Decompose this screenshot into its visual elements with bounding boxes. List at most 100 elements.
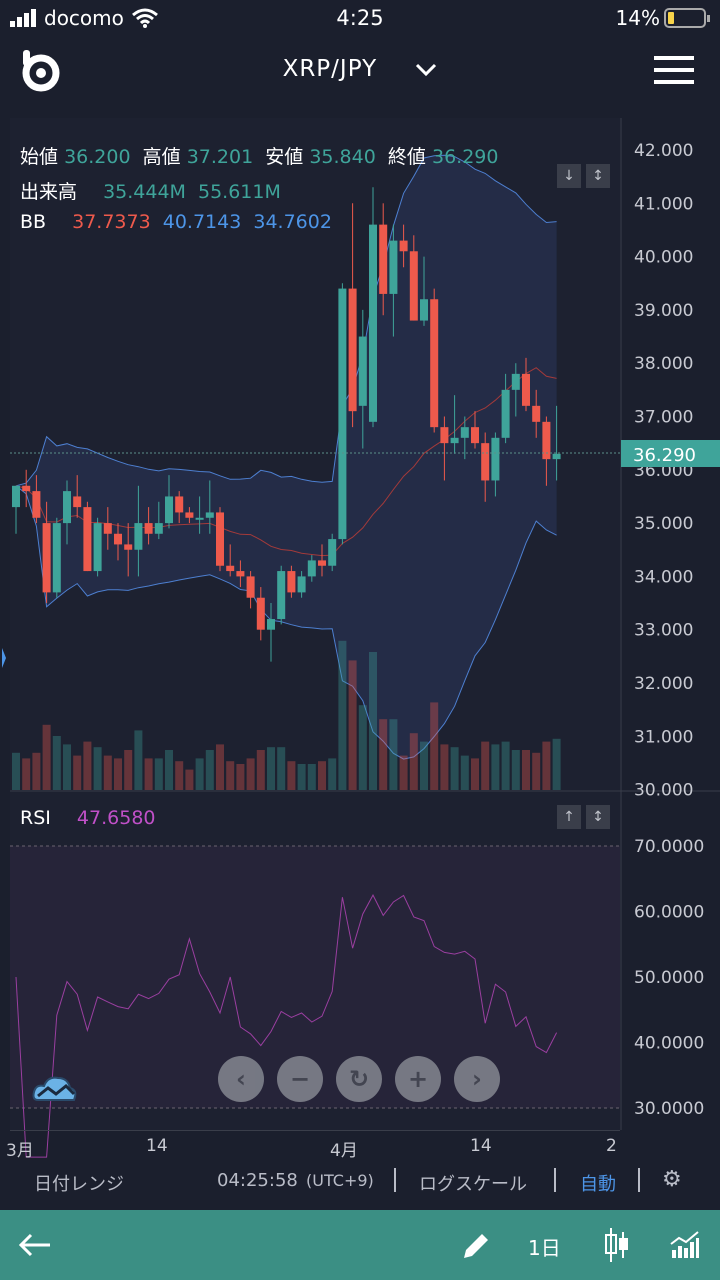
candle-body	[318, 560, 326, 566]
move-up-icon[interactable]: ↑	[557, 805, 581, 829]
candle-body	[205, 512, 214, 518]
candle-body	[450, 437, 459, 444]
reset-button[interactable]: ↻	[336, 1056, 382, 1102]
rsi-tick: 50.0000	[634, 968, 704, 988]
scroll-handle[interactable]	[2, 648, 6, 668]
carrier-name: docomo	[44, 6, 124, 30]
resize-icon-rsi[interactable]: ↕	[586, 805, 610, 829]
price-tick: 41.000	[634, 194, 693, 214]
zoom-out-button[interactable]: −	[277, 1056, 323, 1102]
candle-body	[134, 523, 143, 550]
volume-bar	[522, 750, 530, 790]
menu-icon[interactable]	[654, 56, 694, 86]
pair-selector[interactable]: XRP/JPY	[0, 56, 720, 82]
battery-icon	[664, 8, 710, 28]
price-tick: 34.000	[634, 567, 693, 587]
low-value: 35.840	[309, 146, 376, 168]
rsi-line	[15, 894, 558, 1158]
volume-bar	[501, 741, 510, 790]
price-tick: 40.000	[634, 248, 693, 268]
time-axis: 3月 14 4月 14 2	[0, 1130, 620, 1161]
volume-bar	[277, 747, 286, 790]
move-down-icon[interactable]: ↓	[557, 164, 581, 188]
volume-bar	[12, 752, 20, 790]
candle-body	[379, 224, 388, 294]
candle-body	[552, 453, 561, 460]
candle-body	[195, 517, 204, 520]
candle-body	[32, 491, 41, 518]
settings-gear-icon[interactable]: ⚙	[662, 1167, 682, 1192]
price-tick: 37.000	[634, 408, 693, 428]
volume-label: 出来高	[20, 181, 78, 203]
volume-bar	[73, 755, 82, 790]
candle-body	[440, 427, 449, 444]
volume-bar	[165, 750, 173, 790]
candle-body	[216, 512, 224, 566]
time-tick: 2	[606, 1136, 617, 1156]
volume-value-1: 35.444M	[103, 181, 186, 203]
volume-bar	[328, 758, 337, 790]
volume-bar	[532, 752, 541, 790]
candle-body	[328, 539, 337, 566]
candle-body	[430, 299, 439, 428]
volume-bar	[460, 755, 469, 790]
volume-bar	[216, 744, 224, 790]
candle-body	[144, 523, 153, 534]
clock-display: 04:25:58	[217, 1170, 298, 1191]
log-scale-button[interactable]: ログスケール	[419, 1174, 527, 1195]
candle-body	[369, 224, 377, 422]
volume-bar	[389, 719, 398, 790]
current-price-tag	[621, 440, 720, 467]
volume-bar	[256, 750, 265, 790]
volume-bar	[154, 758, 163, 790]
indicator-chart-icon[interactable]	[670, 1230, 700, 1260]
divider	[394, 1168, 396, 1192]
timezone-label[interactable]: (UTC+9)	[306, 1171, 374, 1190]
candle-body	[267, 619, 275, 630]
volume-bar	[22, 758, 31, 790]
rsi-label: RSI	[20, 807, 51, 829]
divider	[638, 1168, 640, 1192]
bb-mid-value: 37.7373	[72, 211, 151, 233]
candle-body	[93, 523, 102, 572]
resize-icon[interactable]: ↕	[586, 164, 610, 188]
date-range-button[interactable]: 日付レンジ	[34, 1174, 124, 1195]
volume-bar	[93, 747, 102, 790]
cloud-icon[interactable]	[32, 1072, 78, 1104]
signal-icon	[10, 9, 36, 27]
volume-bar	[226, 761, 235, 790]
volume-bar	[134, 730, 143, 790]
volume-bar	[358, 705, 367, 790]
bollinger-upper-line	[15, 154, 557, 487]
candle-body	[481, 443, 490, 481]
volume-bar	[52, 736, 61, 790]
candle-body	[246, 576, 255, 598]
auto-scale-button[interactable]: 自動	[580, 1174, 616, 1195]
pencil-icon[interactable]	[460, 1230, 492, 1262]
price-tick: 42.000	[634, 141, 693, 161]
candle-body	[22, 485, 31, 492]
volume-bar	[307, 764, 316, 790]
low-label: 安値	[265, 146, 304, 168]
scroll-left-button[interactable]: ‹	[218, 1056, 264, 1102]
candle-body	[42, 523, 51, 593]
back-arrow-icon[interactable]	[18, 1232, 52, 1258]
candle-body	[12, 485, 20, 508]
scroll-right-button[interactable]: ›	[454, 1056, 500, 1102]
time-tick: 14	[146, 1136, 168, 1156]
volume-bar	[114, 758, 122, 790]
candle-body	[175, 496, 184, 513]
chart-toolbar: 日付レンジ 04:25:58 (UTC+9) ログスケール 自動 ⚙	[0, 1162, 720, 1202]
close-value: 36.290	[431, 146, 499, 168]
candle-body	[420, 299, 428, 321]
zoom-in-button[interactable]: +	[395, 1056, 441, 1102]
candlestick-icon[interactable]	[604, 1226, 630, 1264]
candle-body	[491, 437, 500, 481]
price-tick: 39.000	[634, 301, 693, 321]
chevron-down-icon	[416, 63, 437, 76]
candle-body	[73, 496, 82, 508]
interval-selector[interactable]: 1日	[528, 1236, 561, 1260]
price-tick: 30.000	[634, 781, 693, 801]
bollinger-lower-line	[15, 485, 557, 760]
price-chart[interactable]: 42.00041.00040.00039.00038.00037.00036.0…	[0, 0, 720, 1160]
